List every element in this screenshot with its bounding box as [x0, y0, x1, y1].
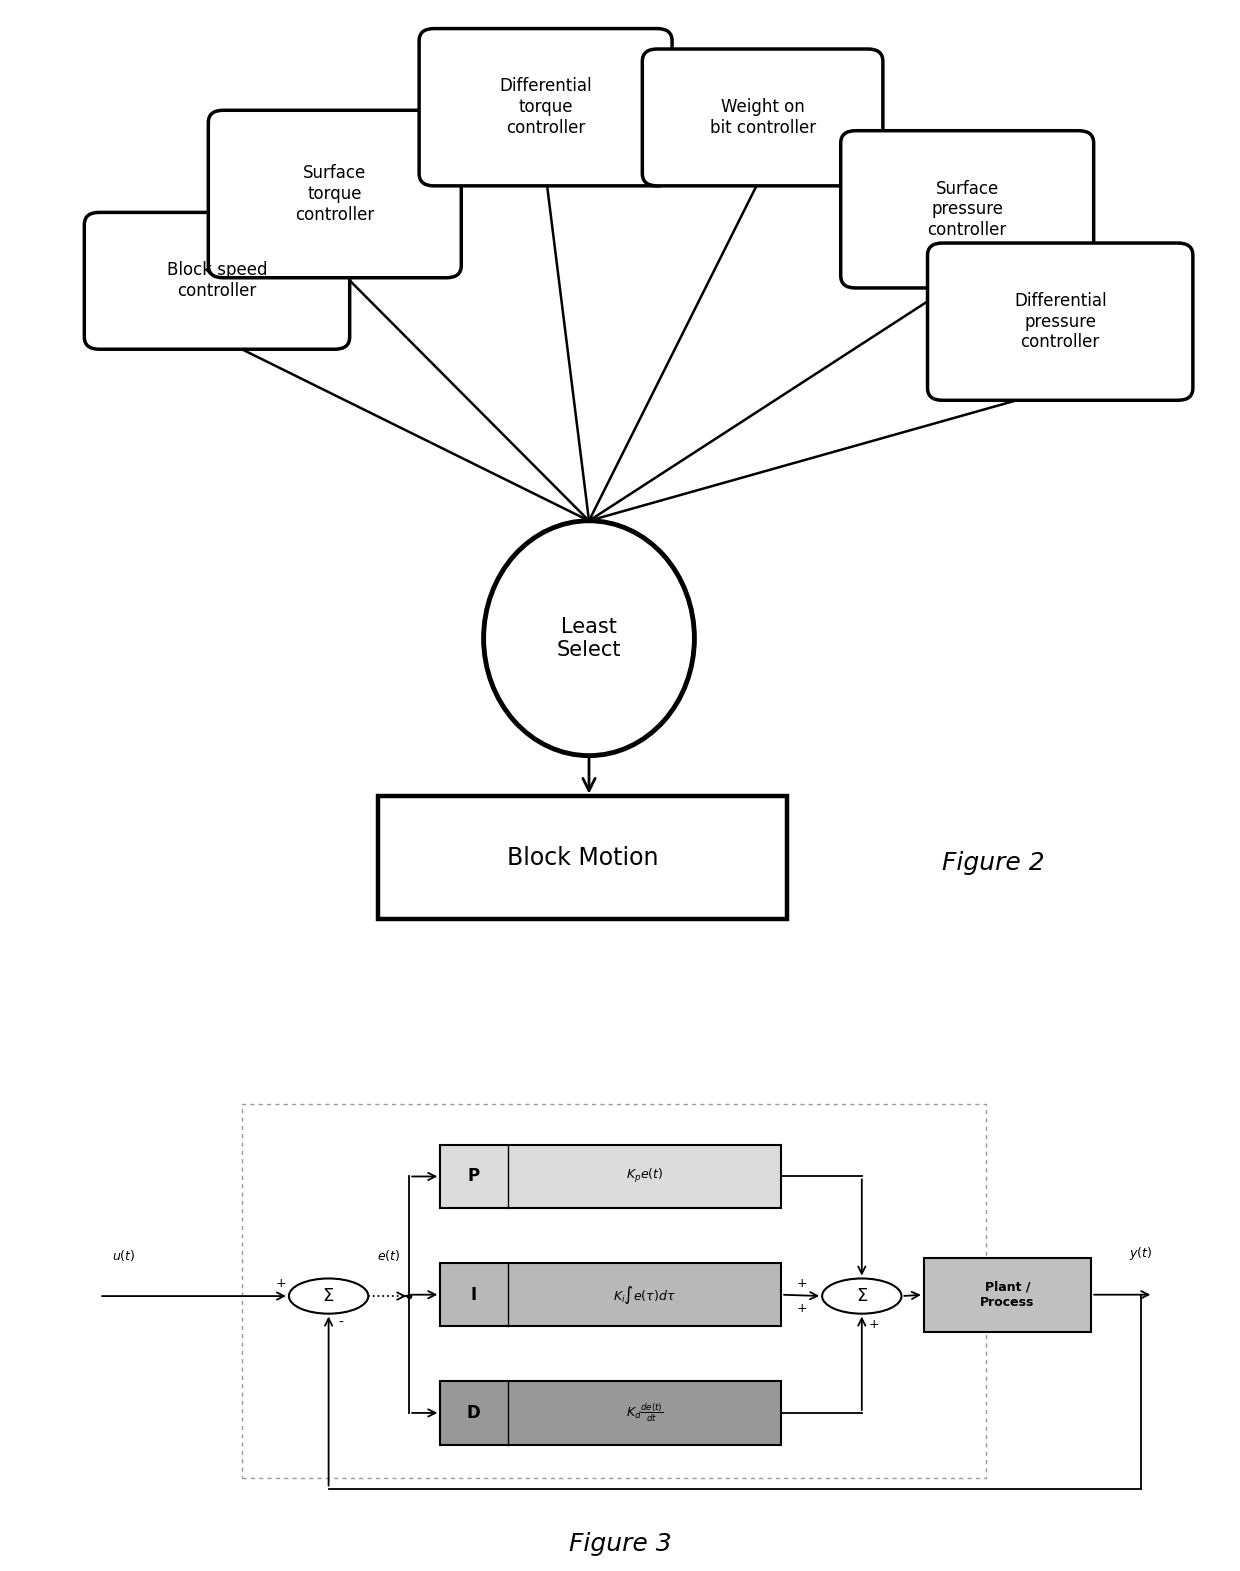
Text: D: D: [466, 1404, 481, 1422]
Text: $e(t)$: $e(t)$: [377, 1247, 401, 1263]
Ellipse shape: [484, 522, 694, 756]
FancyBboxPatch shape: [440, 1145, 781, 1208]
Text: -: -: [339, 1315, 343, 1329]
FancyBboxPatch shape: [928, 244, 1193, 401]
Text: Surface
pressure
controller: Surface pressure controller: [928, 179, 1007, 239]
Text: +: +: [868, 1318, 879, 1331]
Text: I: I: [471, 1285, 476, 1304]
Text: Plant /
Process: Plant / Process: [981, 1280, 1034, 1309]
Text: +: +: [797, 1277, 807, 1290]
FancyBboxPatch shape: [378, 796, 787, 919]
FancyBboxPatch shape: [440, 1263, 781, 1326]
Text: Block speed
controller: Block speed controller: [166, 261, 268, 300]
Circle shape: [289, 1279, 368, 1313]
Text: Differential
pressure
controller: Differential pressure controller: [1014, 292, 1106, 352]
FancyBboxPatch shape: [841, 130, 1094, 287]
Text: Surface
torque
controller: Surface torque controller: [295, 165, 374, 223]
Text: $u(t)$: $u(t)$: [112, 1247, 135, 1263]
Text: $K_p e(t)$: $K_p e(t)$: [626, 1167, 663, 1186]
Text: Figure 3: Figure 3: [569, 1532, 671, 1555]
FancyBboxPatch shape: [440, 1381, 781, 1445]
Text: $\Sigma$: $\Sigma$: [322, 1287, 335, 1306]
Text: $\Sigma$: $\Sigma$: [856, 1287, 868, 1306]
Text: Least
Select: Least Select: [557, 617, 621, 660]
FancyBboxPatch shape: [84, 212, 350, 349]
Text: Block Motion: Block Motion: [507, 845, 658, 870]
Text: +: +: [797, 1302, 807, 1315]
Text: Figure 2: Figure 2: [942, 851, 1045, 875]
Text: $y(t)$: $y(t)$: [1130, 1244, 1152, 1262]
FancyBboxPatch shape: [642, 49, 883, 185]
Text: $K_i\int e(\tau)d\tau$: $K_i\int e(\tau)d\tau$: [614, 1284, 676, 1306]
Text: Differential
torque
controller: Differential torque controller: [500, 77, 591, 137]
Text: +: +: [275, 1277, 286, 1290]
Text: $K_d\frac{de(t)}{dt}$: $K_d\frac{de(t)}{dt}$: [626, 1401, 663, 1425]
FancyBboxPatch shape: [208, 110, 461, 278]
Text: P: P: [467, 1167, 480, 1186]
Circle shape: [822, 1279, 901, 1313]
FancyBboxPatch shape: [419, 28, 672, 185]
FancyBboxPatch shape: [924, 1257, 1091, 1332]
Text: Weight on
bit controller: Weight on bit controller: [709, 97, 816, 137]
